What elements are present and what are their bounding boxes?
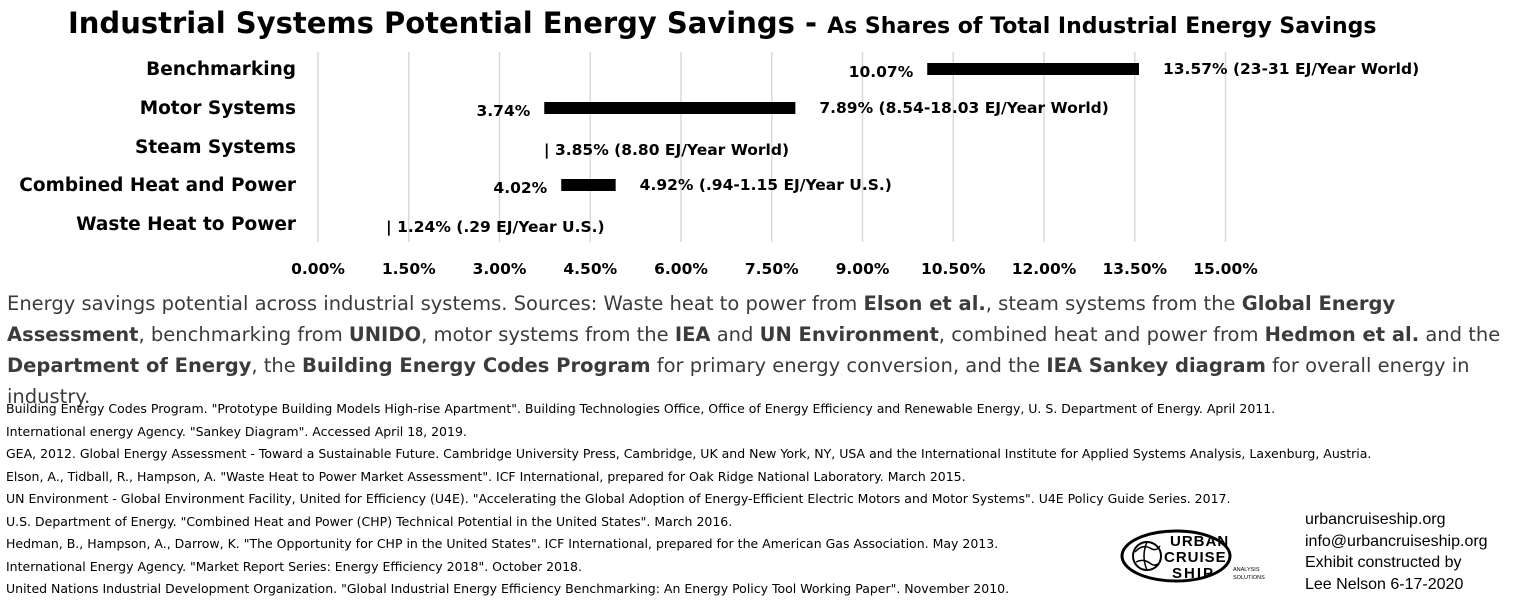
caption-text: , steam systems from the <box>985 292 1242 315</box>
reference-item: Hedman, B., Hampson, A., Darrow, K. "The… <box>6 536 999 551</box>
low-value-label: 4.02% <box>493 179 547 197</box>
caption-source-name: UNIDO <box>348 323 422 346</box>
reference-item: International Energy Agency. "Market Rep… <box>6 558 582 574</box>
credits-block: urbancruiseship.org info@urbancruiseship… <box>1305 509 1488 595</box>
chart-subtitle: As Shares of Total Industrial Energy Sav… <box>827 14 1377 39</box>
x-tick-label: 7.50% <box>745 260 799 278</box>
author-line: Lee Nelson 6-17-2020 <box>1305 575 1464 593</box>
reference-item: GEA, 2012. Global Energy Assessment - To… <box>6 446 1372 461</box>
logo-line1: URBAN <box>1170 533 1229 550</box>
category-label: Waste Heat to Power <box>76 214 297 235</box>
credit-line: Exhibit constructed by <box>1305 554 1462 571</box>
x-tick-label: 15.00% <box>1193 260 1258 278</box>
reference-item: Building Energy Codes Program. "Prototyp… <box>6 401 1276 416</box>
point-value-label: | 1.24% (.29 EJ/Year U.S.) <box>386 218 605 237</box>
x-tick-label: 4.50% <box>563 260 617 278</box>
caption-text: , the <box>251 354 302 377</box>
reference-item: U.S. Department of Energy. "Combined Hea… <box>6 513 733 529</box>
reference-item: United Nations Industrial Development Or… <box>6 581 1010 596</box>
caption-source-name: IEA <box>674 323 711 346</box>
caption-source-name: Department of Energy <box>7 354 252 377</box>
point-value-label: | 3.85% (8.80 EJ/Year World) <box>544 141 789 160</box>
caption-source-name: IEA Sankey diagram <box>1046 354 1266 377</box>
caption-text: , motor systems from the <box>421 323 675 346</box>
logo-ellipse-shape <box>1120 529 1232 583</box>
x-tick-label: 6.00% <box>654 260 708 278</box>
category-label: Steam Systems <box>135 137 296 158</box>
caption-source-name: Elson et al. <box>863 292 986 315</box>
globe-lines-icon <box>1134 541 1161 571</box>
high-value-label: 13.57% (23-31 EJ/Year World) <box>1163 60 1419 78</box>
reference-item: Elson, A., Tidball, R., Hampson, A. "Was… <box>6 468 966 484</box>
reference-item: UN Environment - Global Environment Faci… <box>6 491 1231 506</box>
caption-text: , combined heat and power from <box>938 323 1265 346</box>
caption-text: and the <box>1419 323 1501 346</box>
website-link[interactable]: urbancruiseship.org <box>1305 511 1446 528</box>
logo-line3: SHIP <box>1172 565 1215 582</box>
high-value-label: 7.89% (8.54-18.03 EJ/Year World) <box>819 99 1109 117</box>
x-tick-label: 9.00% <box>836 260 890 278</box>
logo-tagline2: SOLUTIONS <box>1233 575 1265 581</box>
urban-cruise-ship-logo: URBAN CRUISE SHIP ANALYSIS SOLUTIONS <box>1120 529 1265 583</box>
caption-source-name: Global Energy Assessment <box>7 292 1396 346</box>
chart-title-main: Industrial Systems Potential Energy Savi… <box>68 6 818 40</box>
caption-text: and <box>710 323 760 346</box>
x-tick-label: 3.00% <box>473 260 527 278</box>
caption-source-name: Hedmon et al. <box>1264 323 1420 346</box>
chart-caption: Energy savings potential across industri… <box>7 288 1507 412</box>
category-label: Benchmarking <box>146 59 296 80</box>
email-link[interactable]: info@urbancruiseship.org <box>1305 532 1488 550</box>
low-value-label: 3.74% <box>476 102 530 120</box>
range-bar <box>561 179 616 191</box>
caption-source-name: UN Environment <box>759 323 939 346</box>
references-list: Building Energy Codes Program. "Prototyp… <box>6 398 1372 601</box>
chart-title: Industrial Systems Potential Energy Savi… <box>68 6 1376 40</box>
caption-text: , benchmarking from <box>138 323 349 346</box>
category-label: Combined Heat and Power <box>19 175 297 196</box>
range-bar <box>544 102 796 114</box>
caption-text: for primary energy conversion, and the <box>650 354 1047 377</box>
range-bar <box>927 63 1139 75</box>
caption-text: Energy savings potential across industri… <box>7 292 864 315</box>
category-label: Motor Systems <box>140 98 296 119</box>
x-tick-label: 12.00% <box>1012 260 1077 278</box>
range-bar-chart: 0.00% 1.50% 3.00% 4.50% 6.00% 7.50% 9.00% 10.50… <box>19 52 1419 278</box>
x-tick-label: 13.50% <box>1102 260 1167 278</box>
x-tick-label: 1.50% <box>382 260 436 278</box>
reference-item: International energy Agency. "Sankey Dia… <box>6 423 467 439</box>
caption-source-name: Building Energy Codes Program <box>302 354 651 377</box>
logo-line2: CRUISE <box>1164 549 1227 566</box>
logo-tagline1: ANALYSIS <box>1233 567 1260 573</box>
high-value-label: 4.92% (.94-1.15 EJ/Year U.S.) <box>640 176 892 194</box>
x-tick-label: 10.50% <box>921 260 986 278</box>
x-tick-label: 0.00% <box>291 260 345 278</box>
caption-text: for overall energy in industry. <box>7 354 1470 408</box>
low-value-label: 10.07% <box>849 63 914 81</box>
